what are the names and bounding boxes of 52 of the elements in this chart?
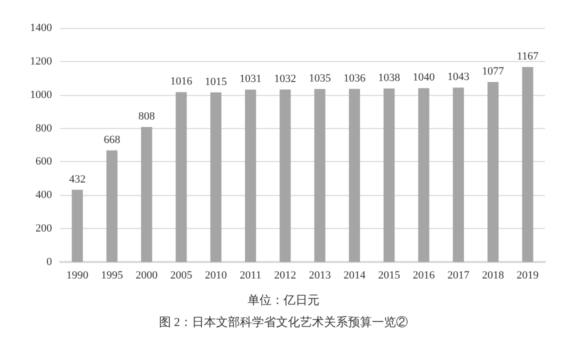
data-label: 1038 [378,72,401,84]
bar [106,150,118,262]
x-tick-label: 2019 [516,270,540,282]
bar [384,88,395,262]
data-label: 808 [138,110,156,122]
bar [141,126,152,262]
data-label: 1031 [240,73,262,86]
data-label: 1043 [447,71,470,84]
y-tick-label: 600 [36,156,52,168]
y-tick-label: 1400 [30,22,52,34]
x-tick-label: 2012 [274,270,296,282]
x-tick-label: 2000 [136,270,158,282]
y-tick-label: 1000 [30,88,52,101]
data-label: 1016 [170,76,193,88]
bar [244,90,256,262]
data-label: 668 [104,134,121,146]
y-tick-label: 200 [36,222,52,235]
y-tick-label: 800 [36,122,52,134]
data-label: 432 [69,173,86,186]
data-label: 1036 [343,72,366,84]
bar [280,90,291,262]
data-label: 1032 [274,73,296,86]
data-label: 1040 [412,72,436,84]
bar [210,92,222,262]
text: 单位：亿日元 [248,293,320,307]
bar [522,66,534,262]
x-tick-label: 2013 [308,270,332,282]
x-tick-label: 1995 [100,270,124,282]
data-label: 1077 [482,65,505,78]
data-label: 1015 [204,76,228,88]
bar [418,88,430,262]
data-label: 1035 [308,72,332,85]
y-tick-label: 0 [46,256,52,268]
x-tick-label: 2014 [343,270,366,282]
caption: 图 2：日本文部科学省文化艺术关系预算一览② [159,315,408,329]
x-tick-label: 2018 [482,270,505,282]
bar [176,92,187,262]
y-tick-label: 1200 [30,55,52,68]
bar [72,190,83,262]
x-tick-label: 2010 [204,270,228,282]
y-tick-label: 400 [36,189,52,202]
x-tick-label: 2016 [412,270,436,282]
x-tick-label: 2011 [240,270,262,282]
bar [314,89,326,262]
bar [487,82,499,262]
bar [452,88,464,262]
x-tick-label: 2015 [378,270,401,282]
x-tick-label: 2005 [170,270,193,282]
data-label: 1167 [516,50,539,62]
x-tick-label: 1990 [66,270,89,282]
bar [348,88,360,262]
x-tick-label: 2017 [447,270,470,282]
